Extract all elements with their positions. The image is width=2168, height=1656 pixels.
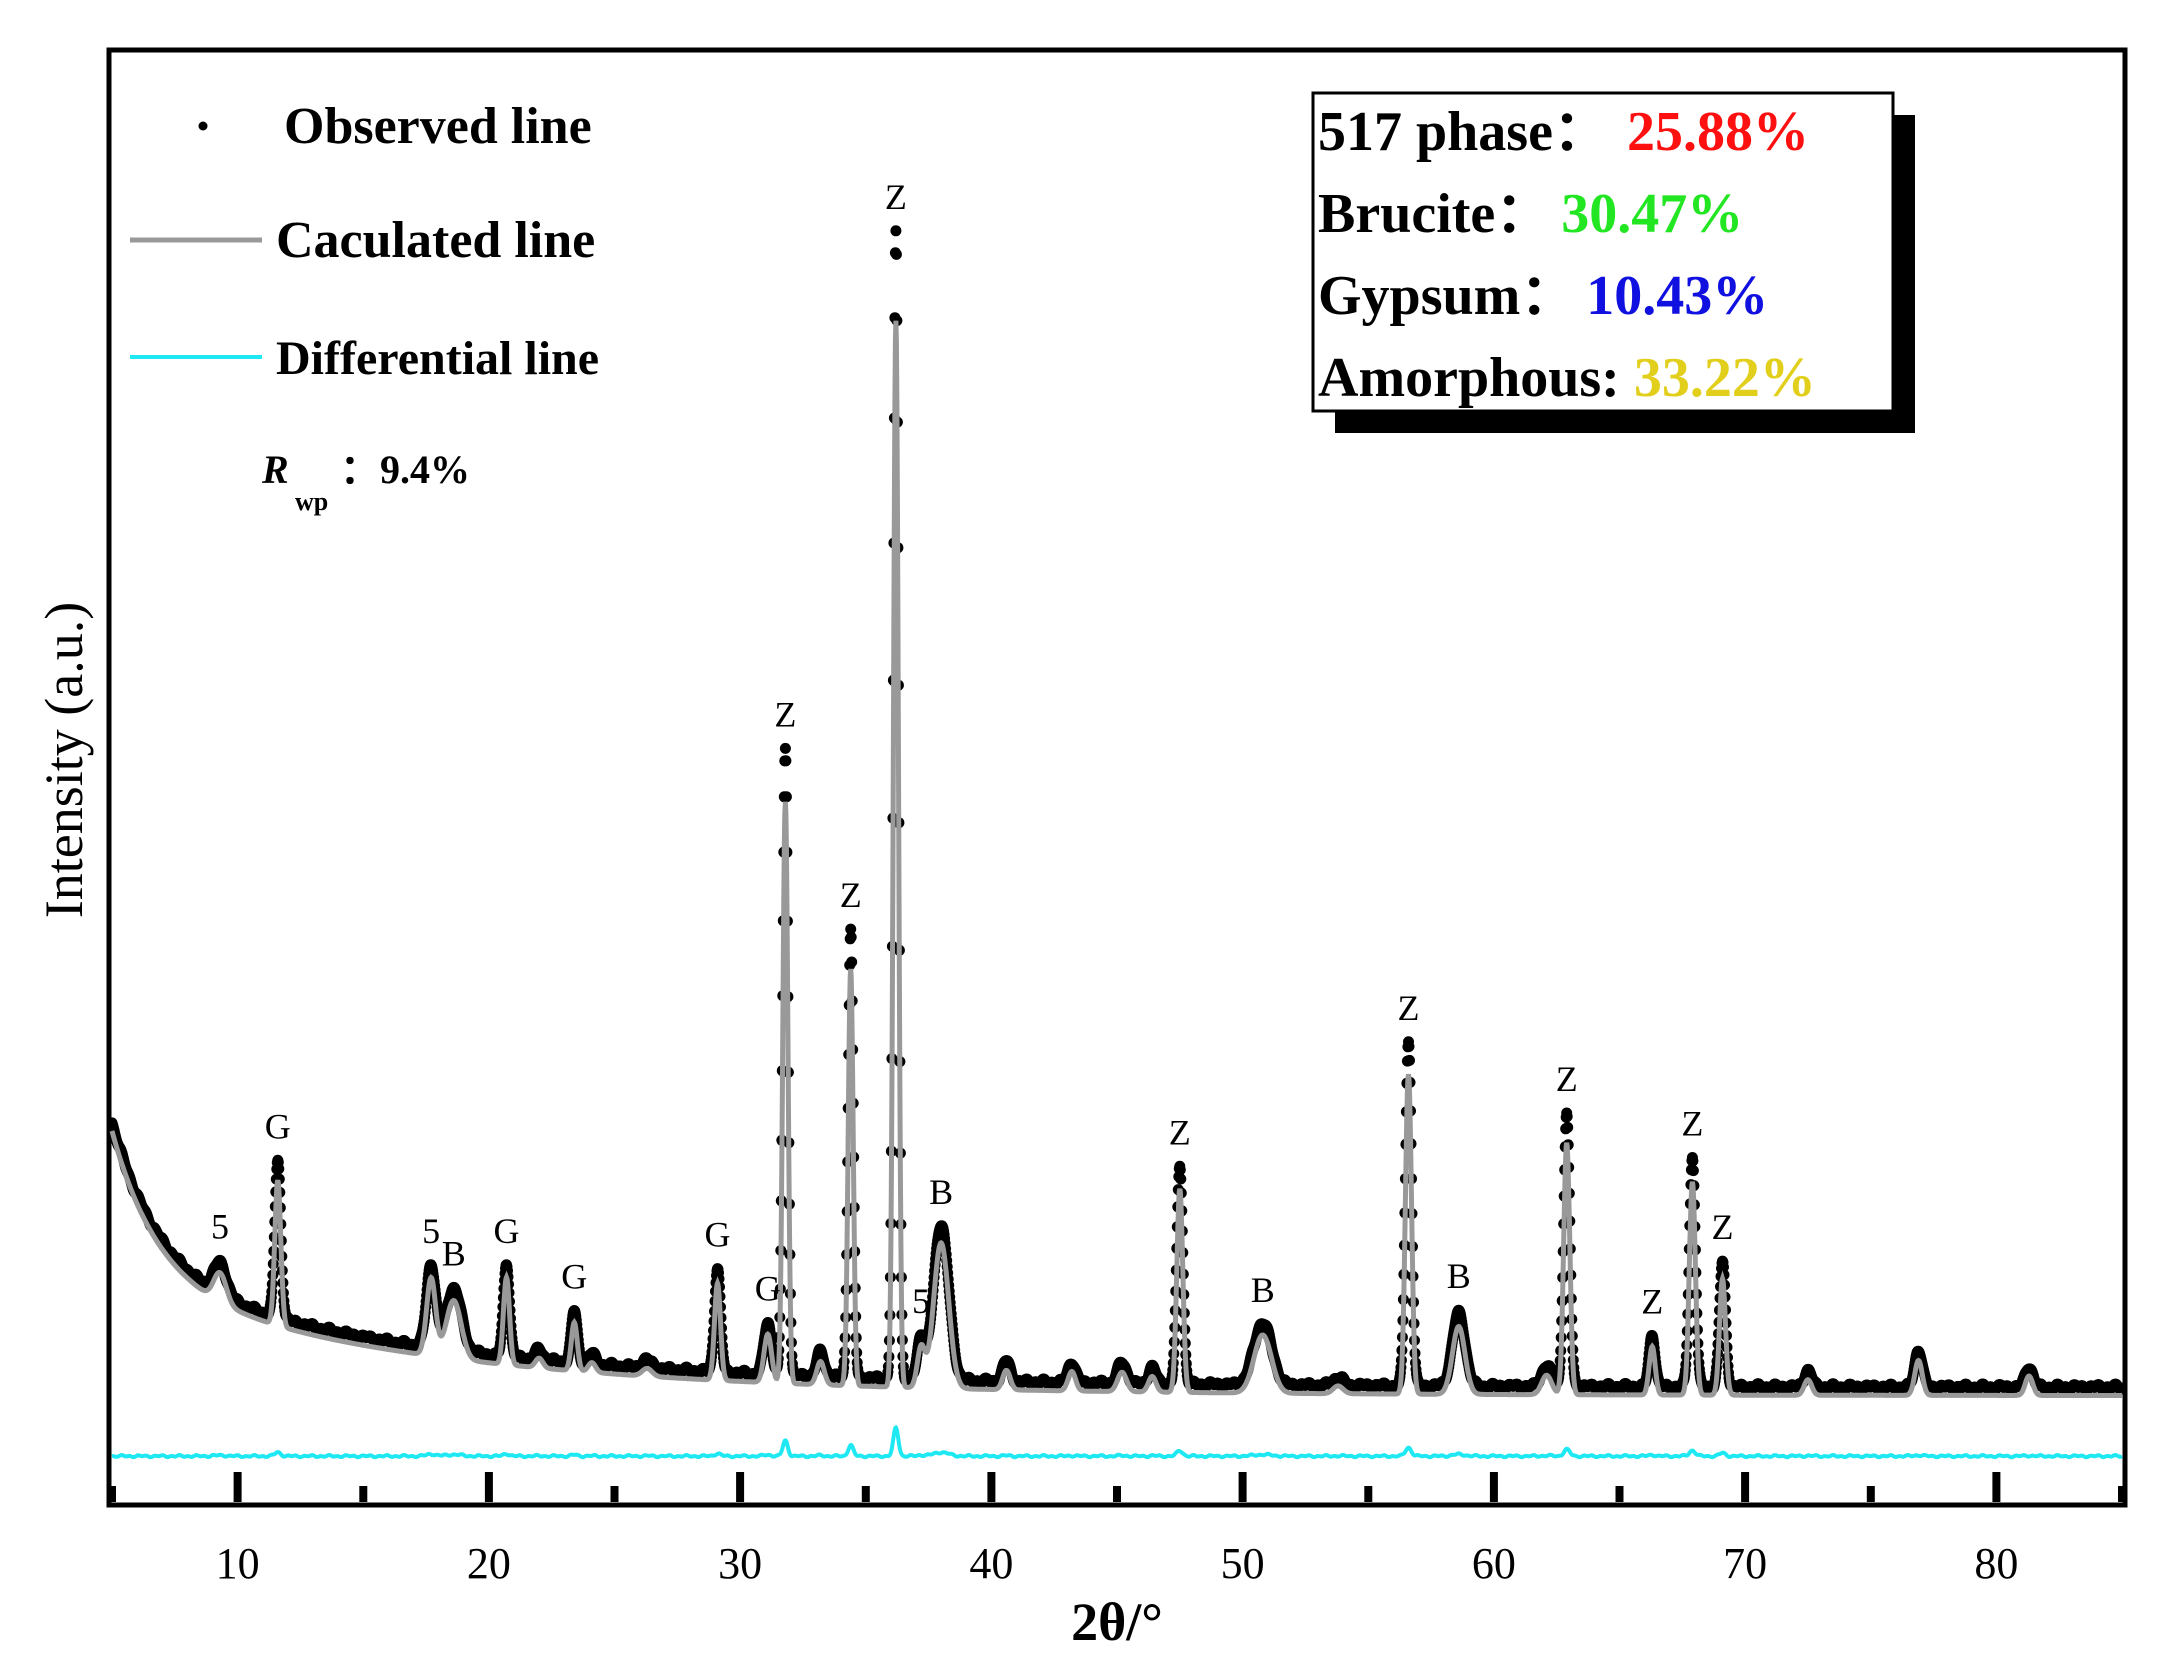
- observed-point: [273, 1163, 285, 1175]
- peak-label: G: [755, 1269, 781, 1309]
- differential-line: [111, 1424, 2123, 1460]
- legend-differential-label: Differential line: [276, 332, 599, 385]
- peak-label: G: [494, 1211, 520, 1251]
- observed-point: [1404, 1054, 1415, 1066]
- peak-label: Z: [1712, 1207, 1734, 1247]
- observed-point: [1687, 1165, 1699, 1177]
- phase-row-gypsum: Gypsum： 10.43%: [1318, 265, 1768, 327]
- observed-point: [2116, 1382, 2128, 1394]
- phase-row-brucite: Brucite： 30.47%: [1318, 183, 1743, 245]
- observed-point: [890, 248, 902, 260]
- phase-amorphous-label: Amorphous:: [1318, 347, 1634, 409]
- peak-label: 5: [422, 1211, 440, 1251]
- peak-label: Z: [1169, 1112, 1191, 1152]
- phase-517-value: 25.88%: [1627, 101, 1809, 163]
- observed-point: [780, 755, 792, 767]
- x-tick-label: 20: [467, 1539, 511, 1588]
- peak-label: Z: [840, 875, 862, 915]
- observed-point: [779, 742, 791, 754]
- phase-gypsum-label: Gypsum：: [1318, 265, 1576, 327]
- x-axis-title: 2θ/°: [1071, 1592, 1163, 1652]
- observed-point: [845, 931, 857, 943]
- peak-label: Z: [1398, 988, 1420, 1028]
- phase-composition-box: 517 phase： 25.88% Brucite： 30.47% Gypsum： 1…: [1311, 91, 1915, 433]
- differential-series: [111, 1424, 2123, 1460]
- peak-label: Z: [1681, 1104, 1703, 1144]
- x-tick-label: 70: [1723, 1539, 1767, 1588]
- observed-point: [1561, 1111, 1573, 1122]
- peak-label: Z: [1641, 1282, 1663, 1322]
- peak-label: Z: [1556, 1059, 1578, 1099]
- x-tick-label: 50: [1221, 1539, 1265, 1588]
- x-tick-label: 40: [969, 1539, 1013, 1588]
- observed-point: [890, 225, 902, 237]
- observed-point: [1687, 1155, 1699, 1167]
- peak-label: Z: [885, 177, 907, 217]
- observed-point: [1175, 1173, 1187, 1185]
- phase-gypsum-value: 10.43%: [1586, 265, 1768, 327]
- peak-label: B: [1251, 1270, 1275, 1310]
- x-tick-label: 30: [718, 1539, 762, 1588]
- x-tick-label: 60: [1472, 1539, 1516, 1588]
- peak-label: B: [1447, 1256, 1471, 1296]
- phase-brucite-label: Brucite：: [1318, 183, 1551, 245]
- peak-label: G: [561, 1257, 587, 1297]
- phase-row-amorphous: Amorphous: 33.22%: [1318, 347, 1816, 409]
- phase-row-517: 517 phase： 25.88%: [1318, 101, 1809, 163]
- rwp-value: ：9.4%: [340, 447, 470, 492]
- peak-label: B: [929, 1172, 953, 1212]
- peak-label: Z: [774, 694, 796, 734]
- legend-observed-marker: [198, 121, 208, 131]
- observed-point: [845, 923, 857, 935]
- observed-point: [846, 956, 858, 968]
- legend-observed-label: Observed line: [284, 98, 592, 155]
- phase-brucite-value: 30.47%: [1561, 183, 1743, 245]
- peak-label: G: [705, 1215, 731, 1255]
- x-tick-label: 10: [216, 1539, 260, 1588]
- rwp-subscript: wp: [295, 487, 328, 516]
- observed-point: [1403, 1041, 1415, 1052]
- peak-label: 5: [912, 1281, 930, 1321]
- x-tick-label: 80: [1974, 1539, 2018, 1588]
- rwp-symbol: R: [261, 447, 289, 492]
- phase-517-label: 517 phase：: [1318, 101, 1609, 163]
- legend-calculated-label: Caculated line: [276, 212, 595, 269]
- peak-label: 5: [211, 1206, 229, 1246]
- observed-point: [1562, 1121, 1574, 1133]
- peak-label: B: [442, 1233, 466, 1273]
- observed-point: [780, 791, 792, 803]
- peak-label: G: [265, 1106, 291, 1146]
- y-axis-title: Intensity (a.u.): [34, 602, 94, 918]
- phase-amorphous-value: 33.22%: [1634, 347, 1816, 409]
